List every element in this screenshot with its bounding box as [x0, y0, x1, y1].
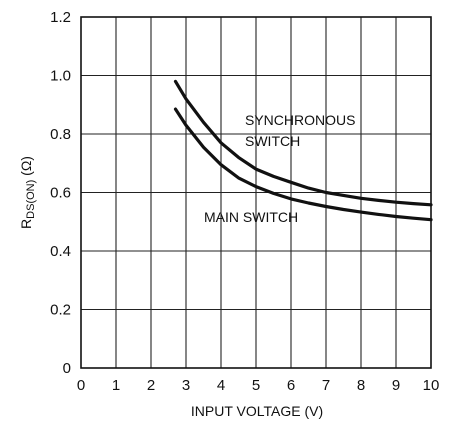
- y-tick-label: 0: [63, 360, 71, 377]
- y-tick-label: 0.2: [50, 302, 71, 319]
- main-switch-label: MAIN SWITCH: [204, 209, 298, 225]
- y-tick-label: 0.8: [50, 126, 71, 143]
- x-tick-label: 5: [252, 377, 260, 394]
- x-tick-label: 0: [77, 377, 85, 394]
- x-tick-label: 3: [182, 377, 190, 394]
- x-tick-label: 8: [357, 377, 365, 394]
- y-tick-label: 1.0: [50, 68, 71, 85]
- plot-frame: [80, 16, 432, 369]
- grid: [80, 16, 432, 369]
- synchronous-switch-label-line-2: SWITCH: [245, 133, 300, 149]
- synchronous-switch-curve: [173, 79, 433, 207]
- tick-labels: 0 1 2 3 4 5 6 7 8 9 10 0 0.2 0.4 0.6 0.8 1.0 1.2: [50, 9, 439, 394]
- y-tick-label: 1.2: [50, 9, 71, 26]
- y-tick-label: 0.6: [50, 185, 71, 202]
- y-axis-title-subscript: DS(ON): [25, 180, 37, 219]
- x-axis-title: INPUT VOLTAGE (V): [191, 403, 323, 419]
- y-axis-title-unit: (Ω): [18, 156, 34, 180]
- y-axis-title-main: R: [18, 219, 34, 229]
- x-tick-label: 6: [287, 377, 295, 394]
- synchronous-switch-label-line-1: SYNCHRONOUS: [245, 112, 355, 128]
- y-axis-title: RDS(ON) (Ω): [18, 156, 37, 229]
- x-tick-label: 10: [423, 377, 440, 394]
- x-tick-label: 4: [217, 377, 225, 394]
- x-tick-label: 2: [147, 377, 155, 394]
- y-tick-label: 0.4: [50, 243, 71, 260]
- x-tick-label: 7: [322, 377, 330, 394]
- x-tick-label: 1: [112, 377, 120, 394]
- main-switch-curve: [173, 107, 433, 222]
- curves: [173, 79, 433, 222]
- x-tick-label: 9: [392, 377, 400, 394]
